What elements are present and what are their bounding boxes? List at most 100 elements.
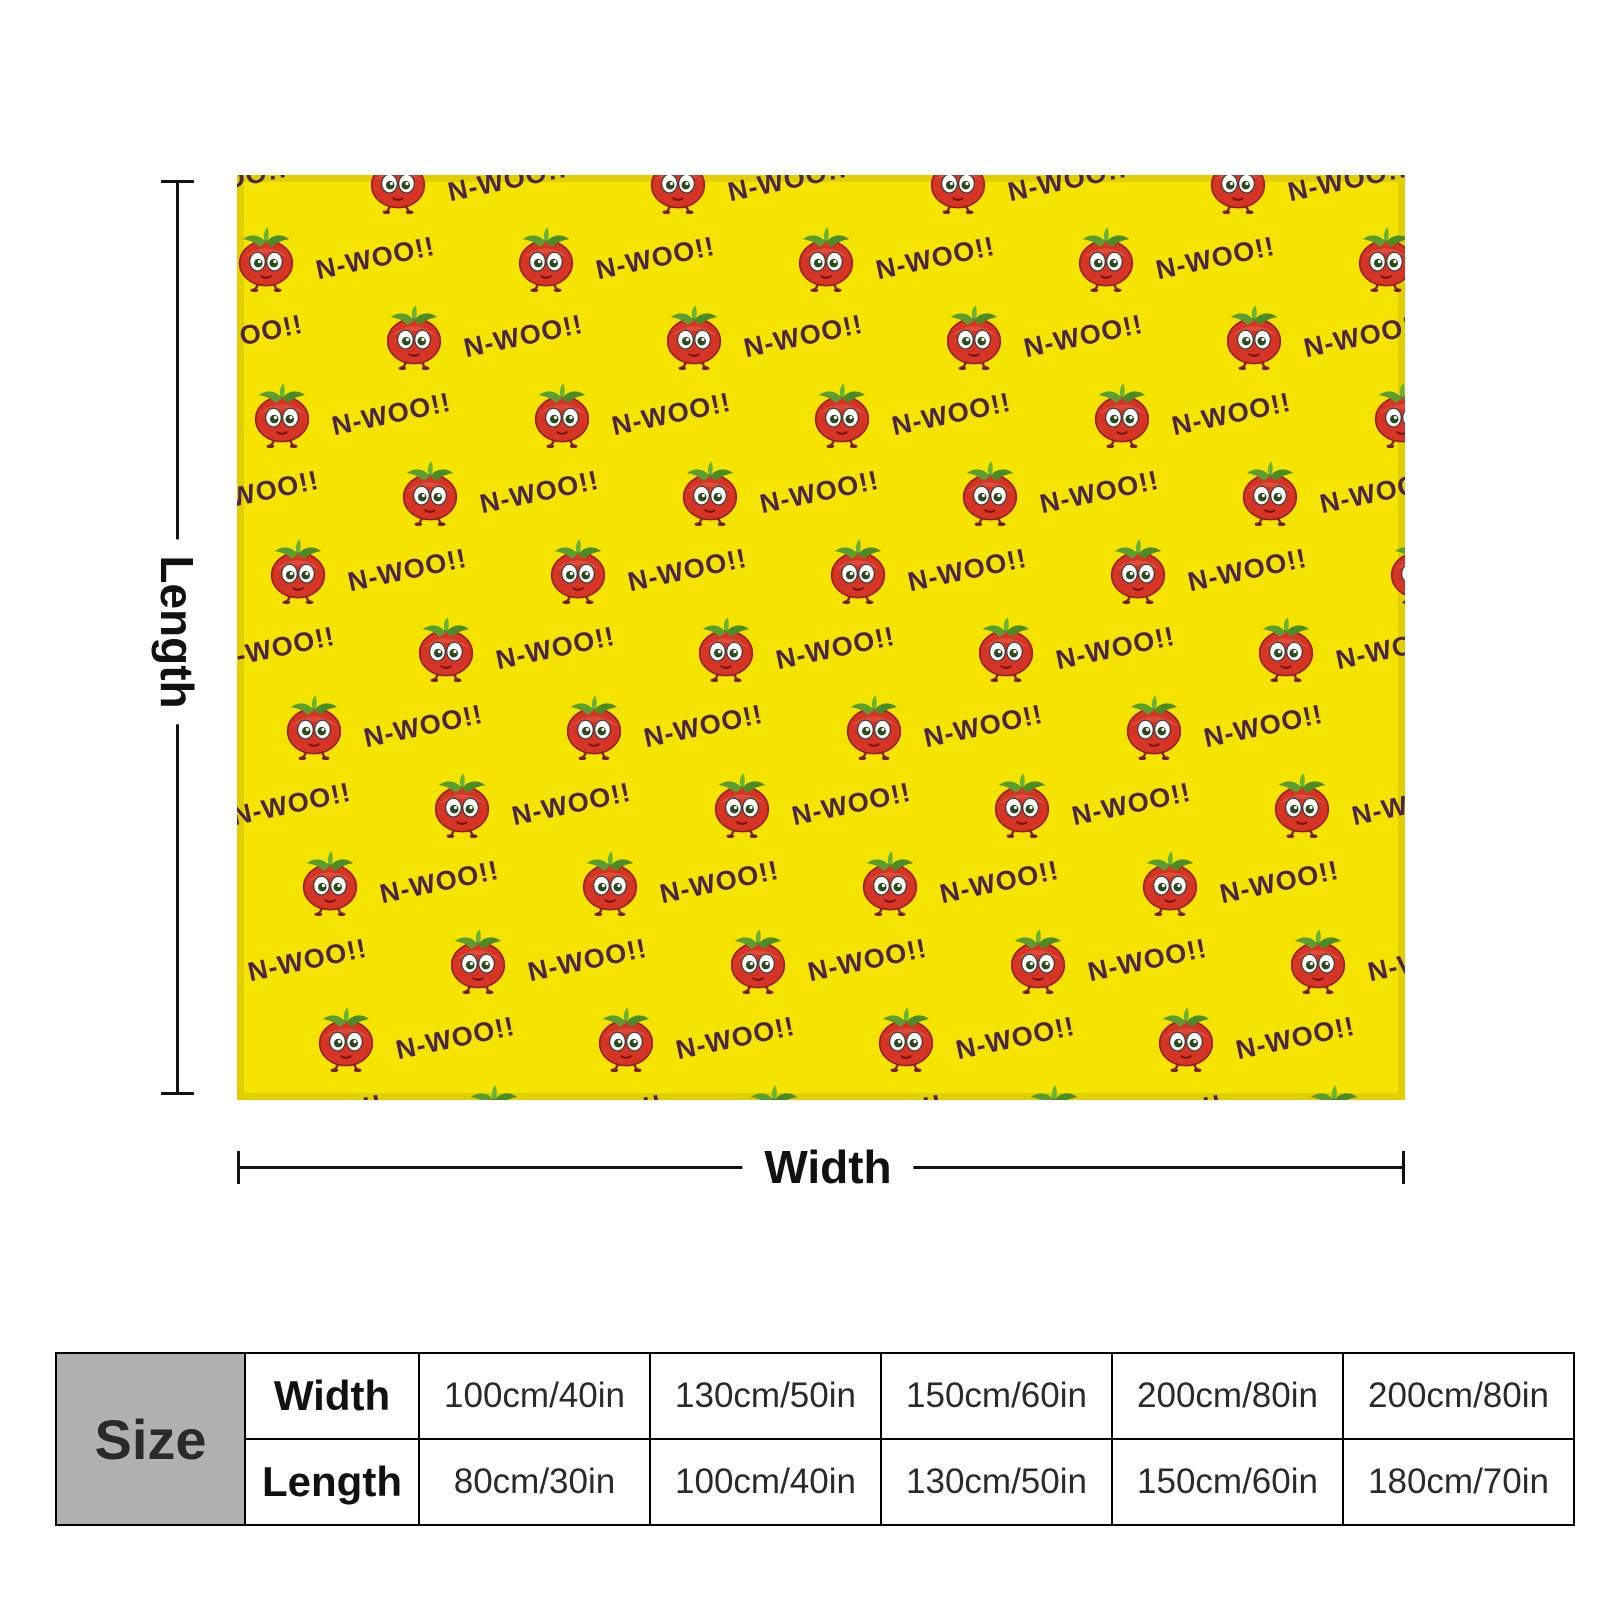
width-dimension-cap-left bbox=[237, 1151, 240, 1184]
pattern-tile: N-WOO!! bbox=[727, 925, 987, 1003]
table-cell: 180cm/70in bbox=[1342, 1438, 1575, 1526]
pattern-text: N-WOO!! bbox=[905, 542, 1030, 598]
pattern-text: N-WOO!! bbox=[773, 620, 898, 676]
pattern-text: N-WOO!! bbox=[1201, 698, 1326, 754]
pattern-text: N-WOO!! bbox=[237, 776, 354, 832]
pattern-tile: N-WOO!! bbox=[237, 175, 347, 223]
tomato-icon bbox=[286, 695, 342, 760]
size-table-row-label-length: Length bbox=[244, 1438, 420, 1526]
pattern-tile: N-WOO!! bbox=[991, 769, 1251, 847]
tomato-icon bbox=[1210, 175, 1266, 214]
pattern-tile: N-WOO!! bbox=[927, 175, 1187, 223]
pattern-tile: N-WOO!! bbox=[959, 457, 1219, 535]
pattern-text: N-WOO!! bbox=[937, 854, 1062, 910]
pattern-text: N-WOO!! bbox=[245, 932, 370, 988]
pattern-tile: N-WOO!! bbox=[843, 691, 1103, 769]
pattern-text: N-WOO!! bbox=[1333, 620, 1405, 676]
pattern-tile: N-WOO!! bbox=[237, 223, 495, 301]
pattern-tile: N-WOO!! bbox=[595, 1003, 855, 1081]
pattern-text: N-WOO!! bbox=[393, 1010, 518, 1066]
pattern-text: N-WOO!! bbox=[1169, 386, 1294, 442]
tomato-icon bbox=[798, 227, 854, 292]
size-table-title: Size bbox=[55, 1352, 246, 1526]
tomato-icon bbox=[238, 227, 294, 292]
tomato-icon bbox=[450, 929, 506, 994]
pattern-text: N-WOO!! bbox=[1185, 542, 1310, 598]
pattern-text: N-WOO!! bbox=[1381, 1089, 1405, 1100]
pattern-tile: N-WOO!! bbox=[1303, 1081, 1405, 1100]
table-cell: 80cm/30in bbox=[418, 1438, 651, 1526]
pattern-tile: N-WOO!! bbox=[1223, 301, 1405, 379]
pattern-tile: N-WOO!! bbox=[237, 1003, 295, 1081]
pattern-tile: N-WOO!! bbox=[1355, 223, 1405, 301]
pattern-tile: N-WOO!! bbox=[1023, 1081, 1283, 1100]
blanket: N-WOO!! N-WOO!! bbox=[237, 175, 1405, 1100]
pattern-tile: N-WOO!! bbox=[1107, 535, 1367, 613]
length-dimension-cap-top bbox=[161, 180, 194, 183]
tomato-icon bbox=[1390, 547, 1405, 604]
pattern-tile: N-WOO!! bbox=[975, 613, 1235, 691]
pattern-tile: N-WOO!! bbox=[237, 613, 395, 691]
tomato-icon bbox=[946, 305, 1002, 370]
tomato-icon bbox=[1226, 305, 1282, 370]
pattern-text: N-WOO!! bbox=[461, 308, 586, 364]
tomato-icon bbox=[714, 773, 770, 838]
pattern-text: N-WOO!! bbox=[921, 698, 1046, 754]
pattern-tile: N-WOO!! bbox=[679, 457, 939, 535]
pattern-tile: N-WOO!! bbox=[811, 379, 1071, 457]
pattern-text: N-WOO!! bbox=[789, 776, 914, 832]
pattern-tile: N-WOO!! bbox=[711, 769, 971, 847]
tomato-icon bbox=[270, 539, 326, 604]
pattern-tile: N-WOO!! bbox=[237, 535, 247, 613]
pattern-text: N-WOO!! bbox=[873, 230, 998, 286]
table-cell: 150cm/60in bbox=[1111, 1438, 1344, 1526]
pattern-text: N-WOO!! bbox=[1153, 230, 1278, 286]
pattern-tile: N-WOO!! bbox=[315, 1003, 575, 1081]
pattern-text: N-WOO!! bbox=[805, 932, 930, 988]
pattern-tile: N-WOO!! bbox=[283, 691, 543, 769]
pattern-text: N-WOO!! bbox=[1349, 776, 1405, 832]
tomato-icon bbox=[1010, 929, 1066, 994]
pattern-tile: N-WOO!! bbox=[1155, 1003, 1405, 1081]
tomato-icon bbox=[518, 227, 574, 292]
table-cell: 200cm/80in bbox=[1342, 1352, 1575, 1440]
pattern-tile: N-WOO!! bbox=[1255, 613, 1405, 691]
pattern-tile: N-WOO!! bbox=[463, 1081, 723, 1100]
pattern-text: N-WOO!! bbox=[1285, 175, 1405, 208]
pattern-text: N-WOO!! bbox=[1365, 932, 1405, 988]
pattern-text: N-WOO!! bbox=[1053, 620, 1178, 676]
tomato-icon bbox=[370, 175, 426, 214]
tomato-icon bbox=[1030, 1085, 1078, 1100]
pattern-text: N-WOO!! bbox=[237, 175, 290, 208]
width-label: Width bbox=[742, 1138, 914, 1196]
pattern-tile: N-WOO!! bbox=[1271, 769, 1405, 847]
pattern-tile: N-WOO!! bbox=[1287, 925, 1405, 1003]
table-cell: 130cm/50in bbox=[649, 1352, 882, 1440]
pattern-tile: N-WOO!! bbox=[383, 301, 643, 379]
tomato-icon bbox=[318, 1007, 374, 1072]
tomato-icon bbox=[1290, 929, 1346, 994]
tomato-icon bbox=[978, 617, 1034, 682]
pattern-text: N-WOO!! bbox=[641, 698, 766, 754]
pattern-tile: N-WOO!! bbox=[1075, 223, 1335, 301]
tomato-icon bbox=[1126, 695, 1182, 760]
pattern-text: N-WOO!! bbox=[1069, 776, 1194, 832]
tomato-icon bbox=[862, 851, 918, 916]
pattern-tile: N-WOO!! bbox=[827, 535, 1087, 613]
pattern-text: N-WOO!! bbox=[445, 175, 570, 208]
tomato-icon bbox=[598, 1007, 654, 1072]
pattern-tile: N-WOO!! bbox=[237, 457, 379, 535]
pattern-tile: N-WOO!! bbox=[1139, 847, 1399, 925]
pattern-text: N-WOO!! bbox=[525, 932, 650, 988]
tomato-icon bbox=[1310, 1085, 1358, 1100]
tomato-icon bbox=[1110, 539, 1166, 604]
table-cell: 100cm/40in bbox=[418, 1352, 651, 1440]
tomato-icon bbox=[1403, 693, 1405, 760]
length-dimension-cap-bottom bbox=[161, 1092, 194, 1095]
pattern-tile: N-WOO!! bbox=[299, 847, 559, 925]
pattern-text: N-WOO!! bbox=[1301, 308, 1405, 364]
pattern-tile: N-WOO!! bbox=[267, 535, 527, 613]
tomato-icon bbox=[750, 1085, 798, 1100]
pattern-tile: N-WOO!! bbox=[647, 175, 907, 223]
